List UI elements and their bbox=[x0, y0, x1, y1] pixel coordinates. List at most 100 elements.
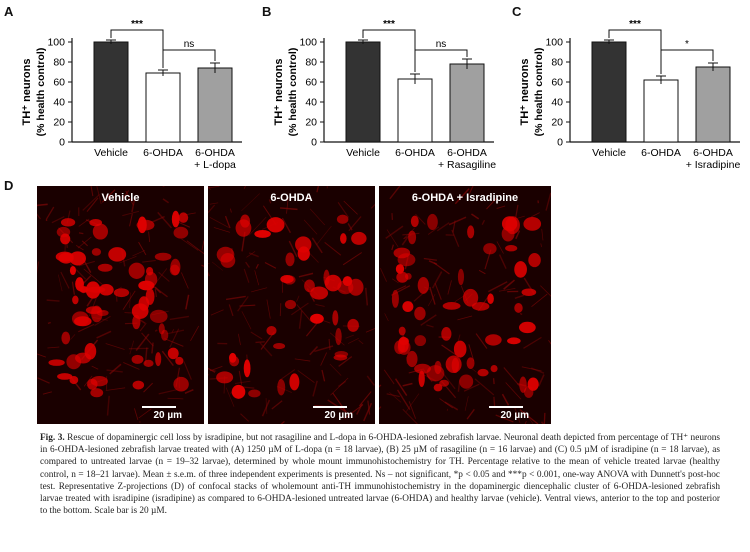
fiber bbox=[45, 206, 55, 220]
fiber bbox=[364, 287, 369, 306]
fiber bbox=[181, 272, 189, 289]
x-tick-label: Vehicle bbox=[592, 147, 626, 159]
fiber bbox=[420, 314, 437, 326]
fiber bbox=[281, 217, 292, 234]
fiber bbox=[291, 302, 309, 316]
fiber bbox=[343, 200, 358, 215]
fiber bbox=[540, 243, 542, 248]
fiber bbox=[242, 386, 255, 389]
fiber bbox=[186, 240, 204, 255]
micrograph-vehicle-image bbox=[37, 186, 204, 424]
fiber bbox=[245, 261, 250, 268]
x-tick-label: 6-OHDA bbox=[195, 147, 235, 159]
fiber bbox=[312, 380, 318, 397]
neuron-blob bbox=[336, 214, 349, 224]
fiber bbox=[541, 228, 544, 241]
y-axis-label: TH⁺ neurons bbox=[21, 59, 33, 126]
fiber bbox=[433, 262, 450, 275]
y-axis-label: TH⁺ neurons bbox=[519, 59, 531, 126]
micrograph-6ohda-image bbox=[208, 186, 375, 424]
significance-bracket bbox=[415, 49, 468, 57]
neuron-blob bbox=[173, 376, 189, 392]
fiber bbox=[446, 408, 449, 411]
fiber bbox=[474, 378, 495, 396]
neuron-blob bbox=[149, 309, 168, 323]
fiber bbox=[330, 377, 349, 396]
fiber bbox=[225, 387, 235, 407]
neuron-blob bbox=[528, 253, 541, 268]
fiber bbox=[266, 299, 271, 319]
fiber bbox=[250, 331, 263, 340]
neuron-blob bbox=[229, 352, 237, 363]
panel-label-b: B bbox=[262, 4, 272, 19]
fiber bbox=[101, 189, 116, 203]
fiber bbox=[167, 397, 184, 400]
fiber bbox=[157, 211, 173, 229]
neuron-blob bbox=[527, 377, 539, 391]
fiber bbox=[344, 404, 364, 419]
neuron-blob bbox=[490, 364, 498, 373]
panel-label-c: C bbox=[512, 4, 522, 19]
scale-label: 20 µm bbox=[500, 410, 529, 421]
fiber bbox=[162, 198, 170, 204]
y-axis-label: (% health control) bbox=[533, 48, 545, 137]
fiber bbox=[311, 237, 323, 254]
fiber bbox=[405, 393, 420, 412]
panel-label-d: D bbox=[4, 178, 14, 193]
fiber bbox=[519, 312, 523, 316]
neuron-blob bbox=[310, 286, 329, 300]
micrograph-6ohda: 6-OHDA 20 µm bbox=[208, 186, 375, 424]
fiber bbox=[309, 345, 319, 356]
fiber bbox=[402, 408, 418, 424]
micrograph-title: 6-OHDA bbox=[270, 192, 313, 204]
neuron-blob bbox=[231, 384, 246, 399]
x-tick-label: 6-OHDA bbox=[143, 147, 183, 159]
fiber bbox=[367, 400, 371, 415]
fiber bbox=[278, 369, 296, 382]
fiber bbox=[241, 193, 260, 212]
fiber bbox=[228, 304, 234, 317]
x-tick-label: 6-OHDA bbox=[395, 147, 435, 159]
fiber bbox=[288, 240, 298, 258]
neuron-blob bbox=[283, 275, 296, 285]
neuron-blob bbox=[340, 233, 347, 244]
neuron-blob bbox=[351, 231, 367, 245]
bar bbox=[643, 79, 679, 143]
fiber bbox=[515, 230, 521, 240]
neuron-blob bbox=[466, 357, 475, 369]
y-tick-label: 20 bbox=[305, 117, 317, 129]
fiber bbox=[391, 244, 394, 251]
y-tick-label: 80 bbox=[551, 57, 563, 69]
neuron-blob bbox=[144, 271, 158, 288]
fiber bbox=[447, 280, 452, 295]
fiber bbox=[523, 336, 542, 349]
fiber bbox=[408, 401, 417, 419]
neuron-blob bbox=[501, 226, 515, 242]
fiber bbox=[530, 212, 540, 218]
fiber bbox=[363, 402, 373, 422]
fiber bbox=[47, 346, 60, 349]
fiber bbox=[370, 203, 375, 209]
fiber bbox=[246, 251, 256, 258]
neuron-blob bbox=[518, 321, 536, 334]
fiber bbox=[391, 278, 399, 284]
fiber bbox=[427, 293, 436, 307]
fiber bbox=[423, 257, 437, 261]
fiber bbox=[90, 186, 94, 197]
fiber bbox=[478, 269, 486, 275]
neuron-blob bbox=[402, 301, 414, 312]
fiber bbox=[454, 188, 470, 205]
chart-a: TH⁺ neurons (% health control) 0 20 40 60 80 10… bbox=[10, 12, 250, 172]
significance-label: * bbox=[685, 39, 689, 50]
neuron-blob bbox=[60, 218, 76, 227]
fiber bbox=[169, 315, 190, 321]
neuron-blob bbox=[178, 212, 189, 223]
neuron-blob bbox=[175, 356, 184, 365]
neuron-blob bbox=[523, 217, 542, 231]
fiber bbox=[164, 338, 184, 347]
scale-bar bbox=[489, 406, 523, 408]
fiber bbox=[468, 186, 474, 195]
fiber bbox=[514, 294, 525, 300]
neuron-blob bbox=[69, 251, 86, 266]
neuron-blob bbox=[69, 265, 76, 276]
